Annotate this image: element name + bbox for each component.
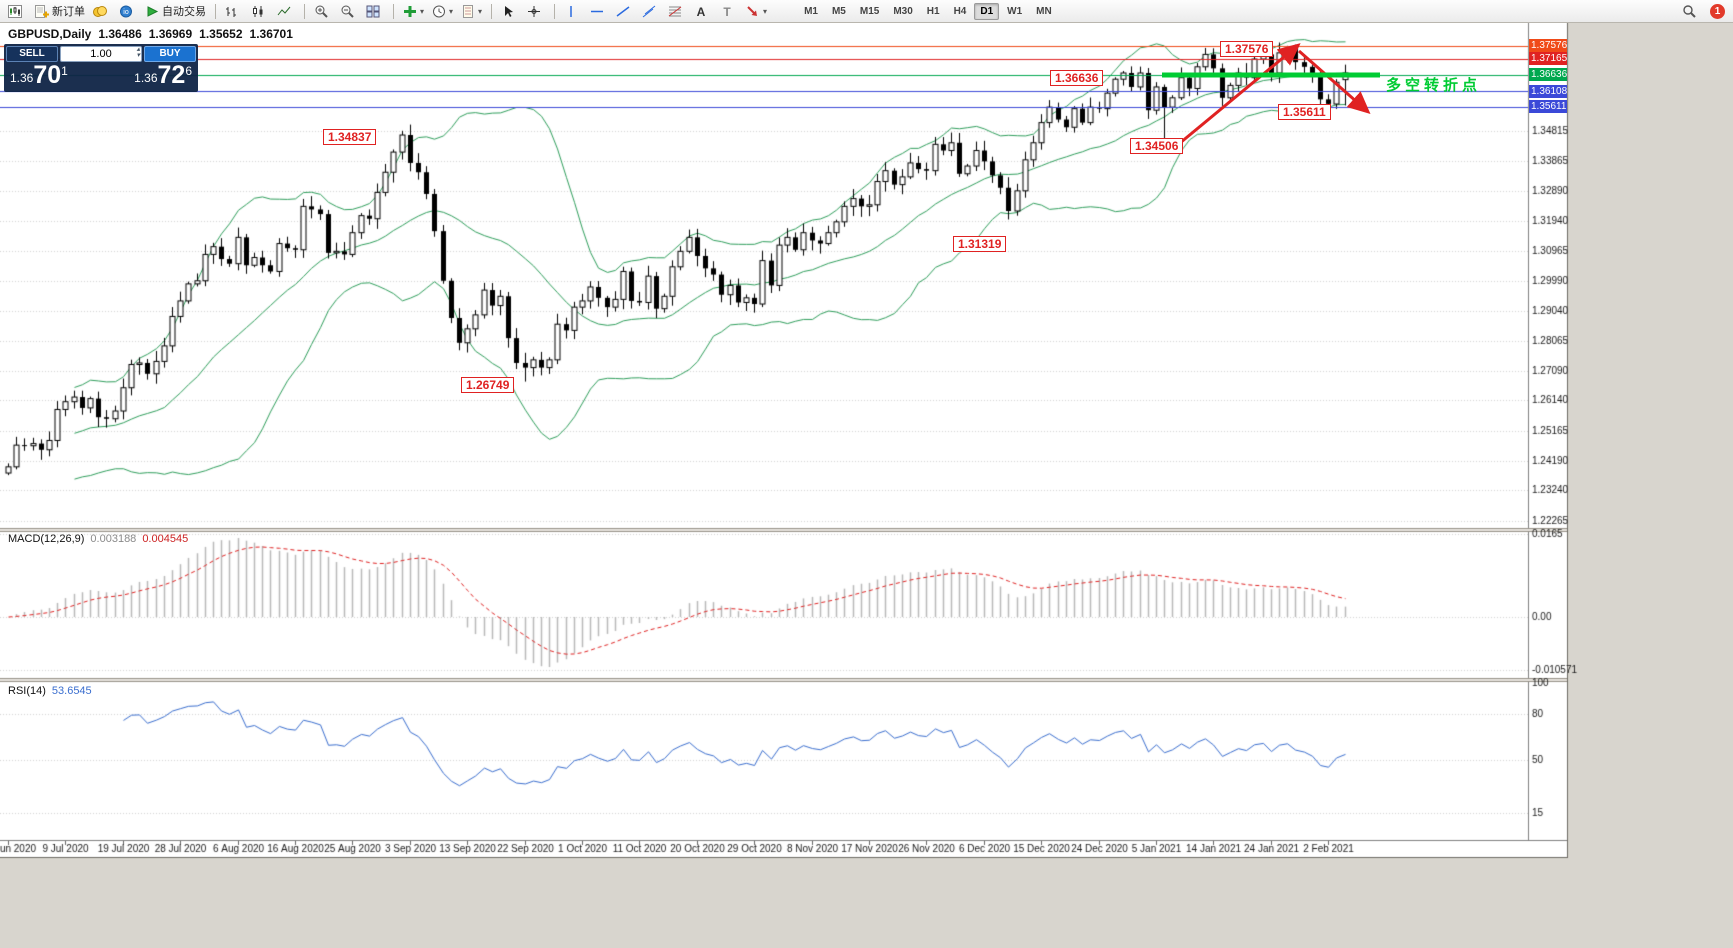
periods-button[interactable]: ▾ xyxy=(428,1,457,21)
axis-price-tag: 1.36636 xyxy=(1529,68,1568,82)
toolbar-separator xyxy=(491,3,493,19)
timeframe-m1[interactable]: M1 xyxy=(804,5,818,17)
axis-price-tag: 1.35611 xyxy=(1529,100,1567,114)
rsi-value: 53.6545 xyxy=(51,685,92,697)
axis-price-tag: 1.37576 xyxy=(1529,39,1568,53)
bull-bear-turning-point-note[interactable]: 多空转折点 xyxy=(1386,77,1482,94)
trade-controls-row: SELL 1.00 ▴ ▾ BUY xyxy=(6,46,196,62)
ohlc-low: 1.35652 xyxy=(199,27,243,41)
notification-badge[interactable]: 1 xyxy=(1710,3,1725,19)
buy-button[interactable]: BUY xyxy=(144,46,196,62)
chart-price-label[interactable]: 1.37576 xyxy=(1220,41,1274,57)
candlestick-mode-button[interactable] xyxy=(247,1,273,21)
volume-stepper[interactable]: 1.00 ▴ ▾ xyxy=(60,46,142,62)
toolbar-separator xyxy=(304,3,305,19)
timeframe-m5[interactable]: M5 xyxy=(831,5,846,17)
spin-up-icon[interactable]: ▴ xyxy=(136,46,140,53)
new-chart-button[interactable] xyxy=(4,1,30,21)
ohlc-high: 1.36969 xyxy=(148,27,193,41)
equidistant-channel-tool-button[interactable] xyxy=(638,1,664,21)
chart-price-label[interactable]: 1.34837 xyxy=(323,129,377,145)
timeframe-m15[interactable]: M15 xyxy=(859,5,880,17)
svg-text:T: T xyxy=(723,5,731,18)
arrows-tool-button[interactable]: ▾ xyxy=(742,1,771,21)
sell-button[interactable]: SELL xyxy=(6,46,58,62)
trade-prices-row: 1.36 70 1 1.36 72 6 xyxy=(6,62,196,88)
mql5-community-button[interactable]: io xyxy=(115,1,141,21)
ohlc-open: 1.36486 xyxy=(98,27,142,41)
tile-windows-button[interactable] xyxy=(362,1,388,21)
timeframe-d1[interactable]: D1 xyxy=(974,2,1000,20)
rsi-name: RSI(14) xyxy=(8,685,46,697)
ohlc-close: 1.36701 xyxy=(249,27,293,41)
text-label-tool-button[interactable]: T xyxy=(716,1,742,21)
templates-button[interactable]: ▾ xyxy=(457,1,486,21)
horizontal-line-tool-button[interactable] xyxy=(586,1,612,21)
symbol-period-label: GBPUSD,Daily xyxy=(8,27,92,41)
toolbar-separator xyxy=(215,3,216,19)
toolbar-separator xyxy=(393,3,394,19)
sell-price: 1.36 70 1 xyxy=(10,61,68,89)
chart-price-label[interactable]: 1.26749 xyxy=(461,377,515,393)
text-tool-button[interactable]: A xyxy=(690,1,716,21)
quote-header: GBPUSD,Daily 1.36486 1.36969 1.35652 1.3… xyxy=(8,27,293,41)
macd-main-value: 0.003188 xyxy=(90,533,137,545)
vertical-line-tool-button[interactable] xyxy=(560,1,586,21)
chart-price-label[interactable]: 1.36636 xyxy=(1050,70,1104,86)
timeframe-mn[interactable]: MN xyxy=(1036,5,1052,17)
macd-name: MACD(12,26,9) xyxy=(8,533,85,545)
svg-text:A: A xyxy=(697,5,706,18)
timeframe-toolbar: M1 M5 M15 M30 H1 H4 D1 W1 MN xyxy=(797,2,1059,20)
chart-price-label[interactable]: 1.35611 xyxy=(1278,104,1331,120)
spin-down-icon[interactable]: ▾ xyxy=(136,52,140,59)
cursor-tool-button[interactable] xyxy=(497,1,523,21)
zoom-out-button[interactable] xyxy=(336,1,362,21)
svg-text:io: io xyxy=(123,9,129,16)
toolbar-buttons: 新订单 io 自动交易 ▾ ▾ ▾ A T ▾ xyxy=(4,1,771,21)
search-icon[interactable] xyxy=(1678,1,1704,21)
volume-spin-buttons[interactable]: ▴ ▾ xyxy=(136,46,140,59)
indicators-list-button[interactable]: ▾ xyxy=(404,5,425,17)
bar-chart-mode-button[interactable] xyxy=(221,1,247,21)
timeframe-h4[interactable]: H4 xyxy=(953,5,967,17)
line-chart-mode-button[interactable] xyxy=(273,1,299,21)
toolbar-right: 1 xyxy=(1678,1,1729,21)
axis-price-tag: 1.37165 xyxy=(1529,52,1568,66)
chart-price-label[interactable]: 1.31319 xyxy=(953,236,1007,252)
trendline-tool-button[interactable] xyxy=(612,1,638,21)
fibonacci-tool-button[interactable] xyxy=(664,1,690,21)
autotrading-button[interactable]: 自动交易 xyxy=(141,1,210,21)
volume-value: 1.00 xyxy=(90,48,112,60)
new-order-button[interactable]: 新订单 xyxy=(30,1,89,21)
macd-indicator-label: MACD(12,26,9) 0.003188 0.004545 xyxy=(8,533,188,545)
deposit-button[interactable] xyxy=(89,1,115,21)
rsi-indicator-label: RSI(14) 53.6545 xyxy=(8,685,92,697)
main-toolbar: 新订单 io 自动交易 ▾ ▾ ▾ A T ▾ M1 M5 M15 M30 H1 H4 D1 W1 MN 1 xyxy=(0,0,1733,23)
macd-signal-value: 0.004545 xyxy=(142,533,189,545)
chart-price-label[interactable]: 1.34506 xyxy=(1130,138,1184,154)
one-click-trading-panel: SELL 1.00 ▴ ▾ BUY 1.36 70 1 1.36 72 6 xyxy=(4,44,198,92)
axis-price-tag: 1.36108 xyxy=(1529,84,1568,98)
crosshair-tool-button[interactable] xyxy=(523,1,549,21)
timeframe-h1[interactable]: H1 xyxy=(926,5,940,17)
toolbar-separator xyxy=(554,3,556,19)
timeframe-m30[interactable]: M30 xyxy=(893,5,913,17)
zoom-in-button[interactable] xyxy=(310,1,336,21)
timeframe-w1[interactable]: W1 xyxy=(1007,5,1023,17)
buy-price: 1.36 72 6 xyxy=(134,61,192,89)
